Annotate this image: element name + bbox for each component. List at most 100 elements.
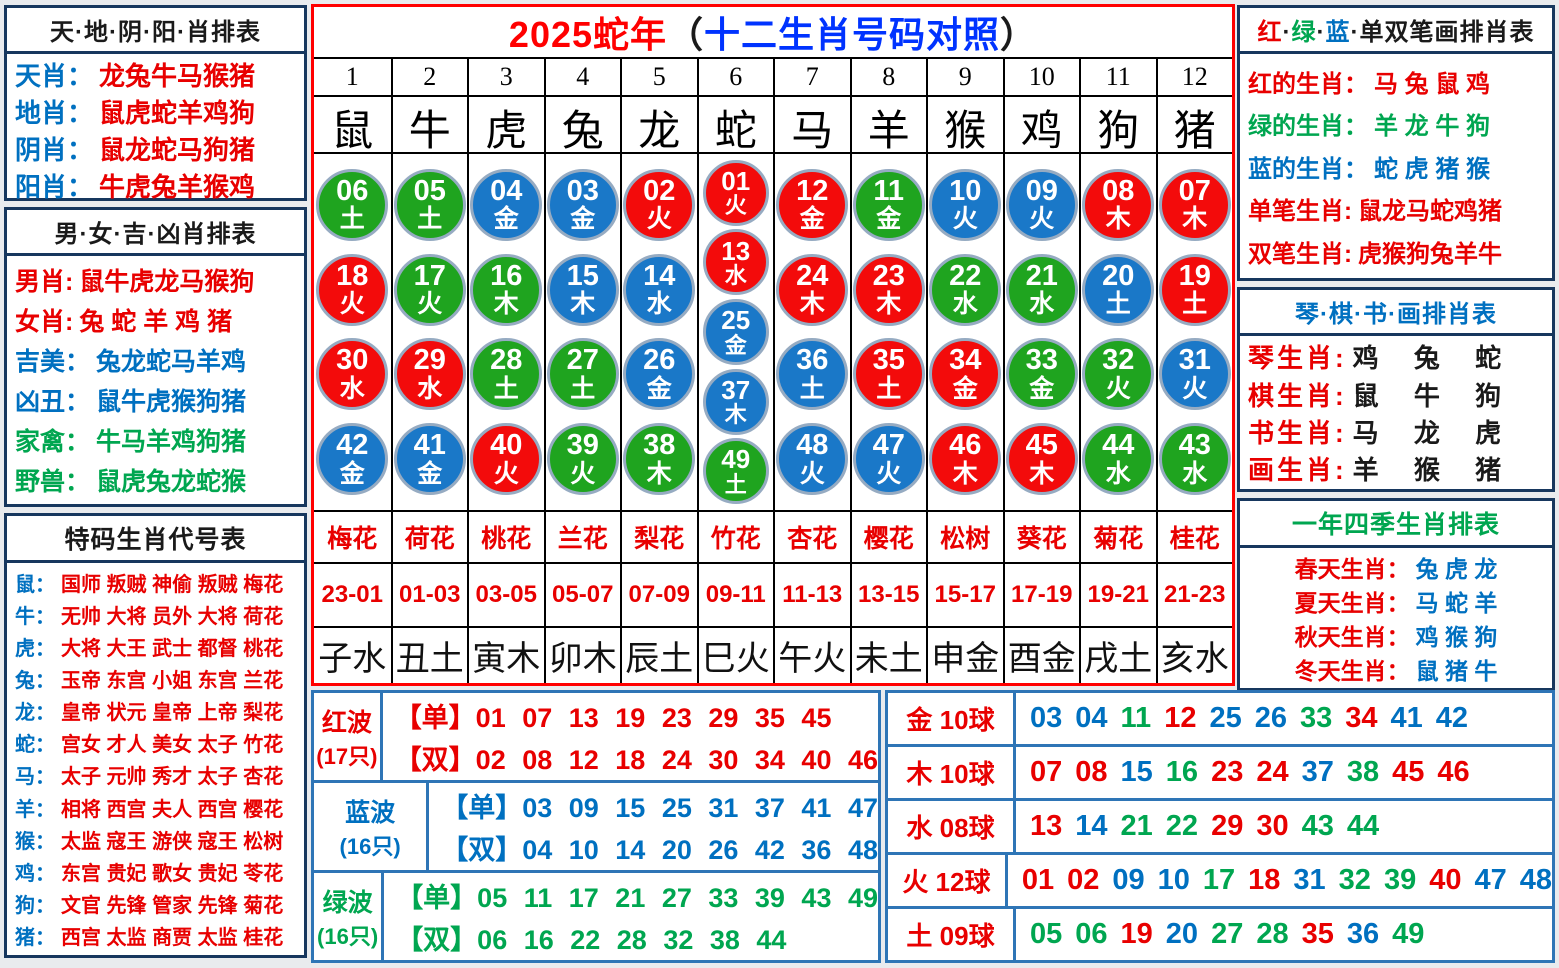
row-value: 太子 元帅 秀才 太子 杏花 bbox=[61, 766, 284, 789]
ball-element: 土 bbox=[1182, 290, 1208, 319]
number-ball: 17 火 bbox=[393, 253, 466, 326]
number-ball: 13 水 bbox=[702, 229, 769, 296]
time-range-row: 23-01 01-03 03-05 05-07 07-09 09-11 11-13 13-15… bbox=[314, 562, 1232, 626]
element-number: 33 bbox=[1300, 702, 1333, 734]
time-range-cell: 07-09 bbox=[620, 564, 697, 626]
tian-di-yin-yang-panel: 天·地·阴·阳·肖排表 天肖： 龙兔牛马猴猪 地肖： 鼠虎蛇羊鸡狗 阴肖： 鼠龙蛇马狗猪 阳肖… bbox=[4, 5, 307, 202]
branch-cell: 巳火 bbox=[696, 628, 774, 683]
number-ball: 27 土 bbox=[546, 338, 619, 411]
element-number: 37 bbox=[1301, 756, 1334, 788]
branch-cell: 午火 bbox=[773, 628, 850, 683]
row-label: 女肖: bbox=[15, 308, 74, 336]
ball-element: 火 bbox=[646, 205, 672, 234]
row-label: 春天生肖： bbox=[1294, 556, 1410, 582]
column-number-cell: 12 bbox=[1155, 59, 1233, 95]
title-part: 十二生肖号码对照 bbox=[704, 14, 1001, 55]
ball-number: 09 bbox=[1025, 174, 1058, 207]
row-value: 兔 虎 龙 bbox=[1415, 556, 1498, 582]
element-number: 44 bbox=[1346, 810, 1380, 842]
zodiac-cell: 鼠 bbox=[331, 109, 374, 155]
flower-cell: 荷花 bbox=[390, 512, 468, 562]
number-ball: 11 金 bbox=[852, 168, 925, 241]
element-number: 15 bbox=[1120, 756, 1153, 788]
column-number-row: 1 2 3 4 5 6 7 8 9 10 11 12 bbox=[314, 57, 1232, 95]
panel-row: 吉美： 兔龙蛇马羊鸡 bbox=[15, 342, 296, 378]
element-number: 42 bbox=[1435, 702, 1469, 734]
element-number: 22 bbox=[1165, 810, 1199, 842]
row-label: 书生肖: bbox=[1248, 417, 1347, 448]
time-range-cell: 15-17 bbox=[926, 564, 1003, 626]
ball-number: 31 bbox=[1178, 344, 1211, 377]
ball-element: 火 bbox=[876, 459, 902, 488]
flower-cell: 杏花 bbox=[773, 512, 850, 562]
element-number: 27 bbox=[1211, 918, 1244, 950]
ball-column: 03 金 15 木 27 土 39 火 bbox=[543, 154, 621, 510]
wave-count: (16只) bbox=[317, 923, 379, 949]
element-number: 31 bbox=[1293, 864, 1326, 896]
wave-name: 红波 bbox=[321, 708, 372, 737]
number-ball: 01 火 bbox=[702, 159, 769, 226]
flower-cell: 梅花 bbox=[327, 525, 378, 553]
number-ball: 07 木 bbox=[1158, 168, 1231, 241]
panel-title-part: 天·地·阴·阳·肖排表 bbox=[50, 19, 261, 46]
flower-cell: 桂花 bbox=[1155, 512, 1233, 562]
ball-number: 26 bbox=[643, 344, 676, 377]
panel-row: 蓝的生肖：蛇 虎 猪 猴 bbox=[1248, 149, 1544, 184]
zodiac-cell: 牛 bbox=[390, 97, 468, 158]
column-number-cell: 9 bbox=[926, 59, 1003, 95]
ball-column: 08 木 20 土 32 火 44 水 bbox=[1079, 154, 1156, 510]
ball-number: 40 bbox=[490, 429, 523, 462]
row-label: 凶丑： bbox=[15, 388, 91, 416]
panel-row: 牛： 无帅 大将 员外 大将 荷花 bbox=[15, 600, 296, 629]
number-ball: 06 土 bbox=[316, 168, 389, 241]
ball-number: 37 bbox=[721, 374, 751, 405]
ball-element: 水 bbox=[417, 375, 443, 404]
ball-number: 12 bbox=[796, 174, 829, 207]
row-label: 双笔生肖: bbox=[1248, 240, 1352, 268]
row-label: 野兽： bbox=[15, 468, 91, 496]
panel-row: 兔： 玉帝 东宫 小姐 东宫 兰花 bbox=[15, 664, 296, 693]
wave-count: (16只) bbox=[339, 833, 401, 859]
element-row: 木 10球 07 08 15 16 23 24 37 38 45 46 bbox=[888, 744, 1552, 798]
panel-body: 天肖： 龙兔牛马猴猪 地肖： 鼠虎蛇羊鸡狗 阴肖： 鼠龙蛇马狗猪 阳肖： 牛虎兔羊猴鸡 bbox=[7, 54, 304, 206]
row-value: 鼠龙蛇马狗猪 bbox=[99, 135, 256, 165]
number-ball: 12 金 bbox=[776, 168, 849, 241]
number-ball: 42 金 bbox=[316, 423, 389, 496]
row-value: 虎猴狗兔羊牛 bbox=[1358, 240, 1502, 268]
panel-row: 鼠： 国师 叛贼 神偷 叛贼 梅花 bbox=[15, 568, 296, 597]
time-range-cell: 09-11 bbox=[696, 564, 774, 626]
time-range-cell: 03-05 bbox=[467, 564, 544, 626]
ball-element: 金 bbox=[570, 205, 596, 234]
panel-body: 春天生肖：兔 虎 龙夏天生肖：马 蛇 羊秋天生肖：鸡 猴 狗冬天生肖：鼠 猪 牛 bbox=[1240, 548, 1552, 688]
ball-element: 土 bbox=[724, 471, 747, 497]
panel-row: 狗： 文官 先锋 管家 先锋 菊花 bbox=[15, 889, 296, 918]
row-value: 太监 寇王 游侠 寇王 松树 bbox=[61, 830, 284, 853]
ball-element: 金 bbox=[724, 332, 747, 358]
ball-number: 36 bbox=[796, 344, 829, 377]
row-label: 狗： bbox=[15, 894, 55, 917]
row-label: 牛： bbox=[15, 606, 55, 629]
ball-element: 土 bbox=[570, 375, 596, 404]
zodiac-cell: 兔 bbox=[543, 97, 621, 158]
ball-element: 金 bbox=[799, 205, 825, 234]
column-number-cell: 3 bbox=[467, 59, 544, 95]
row-value: 龙兔牛马猴猪 bbox=[99, 61, 256, 91]
wave-group-blue: 蓝波 (16只) 【单】03 09 15 25 31 37 41 47 【双】04 1… bbox=[314, 780, 878, 870]
row-label: 男肖: bbox=[15, 268, 74, 296]
row-label: 夏天生肖： bbox=[1294, 590, 1410, 616]
ball-element: 木 bbox=[646, 459, 672, 488]
row-value: 文官 先锋 管家 先锋 菊花 bbox=[61, 894, 284, 917]
ball-column: 11 金 23 木 35 土 47 火 bbox=[849, 154, 927, 510]
panel-row: 猴： 太监 寇王 游侠 寇王 松树 bbox=[15, 825, 296, 854]
element-number: 05 bbox=[1030, 918, 1063, 950]
element-number: 18 bbox=[1248, 864, 1281, 896]
number-ball: 35 土 bbox=[852, 338, 925, 411]
row-value: 无帅 大将 员外 大将 荷花 bbox=[61, 606, 284, 629]
panel-title: 琴·棋·书·画排肖表 bbox=[1240, 290, 1552, 337]
wave-label: 蓝波 (16只) bbox=[314, 783, 430, 870]
row-label: 琴生肖: bbox=[1248, 343, 1347, 374]
element-label: 木 10球 bbox=[888, 747, 1016, 798]
number-ball: 28 土 bbox=[470, 338, 543, 411]
number-ball: 23 木 bbox=[852, 253, 925, 326]
row-value: 羊 猴 猪 bbox=[1352, 454, 1502, 485]
